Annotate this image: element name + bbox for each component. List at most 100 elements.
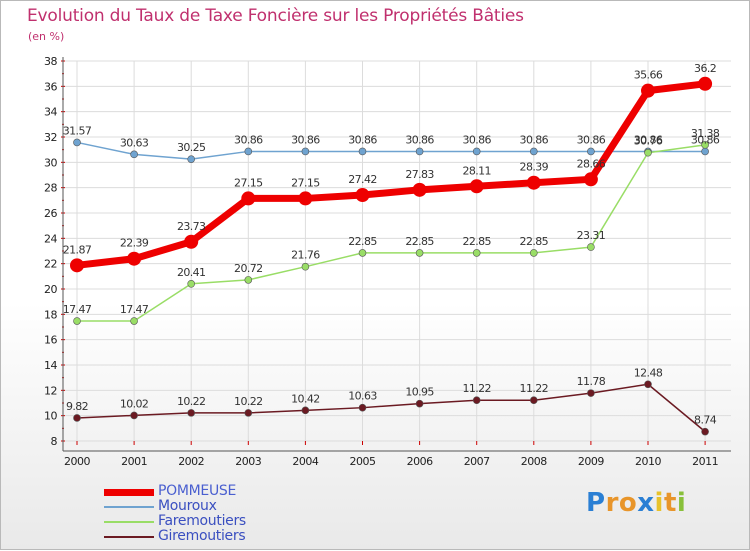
y-tick-label: 22 [44, 258, 57, 271]
data-point-pommeuse [70, 258, 84, 273]
data-label-pommeuse: 35.66 [634, 69, 663, 82]
data-point-mouroux [244, 147, 253, 156]
data-labels: 21.87 22.39 23.73 27.15 27.15 27.42 27.83 28.11… [63, 62, 721, 427]
proxiti-logo: Proxiti [586, 488, 686, 518]
logo-letter: i [676, 488, 687, 518]
legend-swatch [104, 521, 154, 523]
data-label-mouroux: 31.57 [63, 124, 92, 137]
legend-swatch [104, 489, 154, 496]
data-point-giremoutiers [529, 396, 538, 405]
x-tick-label: 2007 [464, 455, 490, 468]
data-label-mouroux: 30.86 [520, 133, 549, 146]
y-tick-label: 32 [44, 131, 57, 144]
data-point-pommeuse [641, 83, 655, 98]
data-point-faremoutiers [130, 317, 138, 325]
y-tick-label: 18 [44, 308, 57, 321]
y-tick-label: 10 [44, 410, 57, 423]
logo-letter: x [637, 488, 655, 518]
series-line-faremoutiers [76, 144, 706, 322]
x-tick-label: 2008 [521, 455, 547, 468]
x-tick-label: 2010 [635, 455, 661, 468]
y-tick-label: 38 [44, 55, 57, 68]
series-lines [70, 76, 713, 436]
data-point-giremoutiers [73, 414, 81, 422]
data-label-faremoutiers: 22.85 [348, 235, 377, 248]
data-point-faremoutiers [587, 243, 595, 251]
logo-letter: t [663, 488, 677, 518]
data-point-giremoutiers [415, 399, 424, 408]
data-label-mouroux: 30.86 [348, 133, 377, 146]
data-label-pommeuse: 23.73 [177, 220, 206, 233]
data-label-pommeuse: 27.15 [234, 176, 263, 189]
data-point-pommeuse [412, 182, 427, 197]
data-point-pommeuse [526, 175, 541, 190]
data-label-faremoutiers: 17.47 [63, 303, 92, 316]
data-label-giremoutiers: 10.95 [405, 386, 434, 399]
logo-letter: P [586, 488, 606, 518]
data-point-faremoutiers [644, 148, 652, 157]
data-label-mouroux: 30.86 [291, 133, 320, 146]
x-tick-label: 2002 [178, 455, 204, 468]
data-point-pommeuse [583, 172, 598, 187]
data-label-pommeuse: 21.87 [63, 243, 92, 256]
series-line-pommeuse [73, 80, 709, 269]
data-point-mouroux [358, 147, 367, 156]
data-label-faremoutiers: 30.76 [634, 135, 663, 148]
data-label-mouroux: 30.86 [462, 133, 491, 146]
data-point-faremoutiers [358, 249, 367, 257]
data-point-faremoutiers [73, 317, 81, 325]
data-point-mouroux [415, 147, 424, 156]
data-point-mouroux [701, 147, 709, 156]
data-label-mouroux: 30.86 [691, 133, 720, 146]
data-point-faremoutiers [701, 141, 709, 149]
legend-label: Faremoutiers [158, 513, 246, 529]
logo-letter: r [605, 488, 619, 518]
y-tick-label: 24 [44, 232, 57, 245]
data-point-faremoutiers [415, 249, 424, 257]
data-point-mouroux [301, 147, 310, 156]
x-tick-label: 2005 [350, 455, 376, 468]
data-label-giremoutiers: 11.22 [462, 382, 491, 395]
y-tick-label: 26 [44, 207, 57, 220]
legend-swatch [104, 536, 154, 538]
data-point-pommeuse [298, 191, 313, 206]
x-tick-label: 2009 [578, 455, 604, 468]
data-label-pommeuse: 27.15 [291, 176, 320, 189]
data-label-faremoutiers: 22.85 [462, 235, 491, 248]
data-label-giremoutiers: 11.78 [577, 375, 606, 388]
logo-letter: o [618, 488, 638, 518]
data-label-faremoutiers: 21.76 [291, 249, 320, 262]
x-tick-label: 2006 [407, 455, 433, 468]
data-point-giremoutiers [244, 409, 253, 417]
data-point-faremoutiers [529, 249, 538, 257]
data-point-faremoutiers [244, 276, 253, 284]
data-point-mouroux [73, 138, 81, 147]
data-point-faremoutiers [187, 280, 195, 288]
data-point-giremoutiers [301, 406, 310, 415]
x-tick-label: 2000 [64, 455, 90, 468]
y-tick-label: 28 [44, 182, 57, 195]
y-tick-label: 36 [44, 80, 57, 93]
grid-lines [63, 60, 731, 442]
logo-letter: i [654, 488, 664, 518]
data-label-faremoutiers: 20.72 [234, 262, 263, 275]
data-label-faremoutiers: 22.85 [520, 235, 549, 248]
y-tick-labels: 8 10 12 14 16 18 20 22 24 26 28 30 32 34 36 38 [44, 55, 58, 448]
data-label-giremoutiers: 10.02 [120, 397, 149, 410]
data-label-faremoutiers: 23.31 [577, 229, 606, 242]
y-tick-label: 30 [44, 156, 57, 169]
data-label-giremoutiers: 12.48 [634, 366, 663, 379]
data-label-mouroux: 30.86 [234, 133, 263, 146]
data-label-pommeuse: 28.39 [520, 161, 549, 174]
data-label-giremoutiers: 10.22 [234, 395, 263, 408]
data-label-giremoutiers: 8.74 [694, 414, 717, 427]
data-label-faremoutiers: 31.38 [691, 127, 720, 140]
data-point-giremoutiers [644, 380, 652, 389]
legend-label: Giremoutiers [158, 528, 246, 544]
data-label-giremoutiers: 10.42 [291, 392, 320, 405]
data-point-faremoutiers [301, 262, 310, 271]
data-label-mouroux: 30.86 [405, 133, 434, 146]
data-label-pommeuse: 36.2 [694, 62, 716, 75]
data-point-pommeuse [698, 76, 713, 91]
